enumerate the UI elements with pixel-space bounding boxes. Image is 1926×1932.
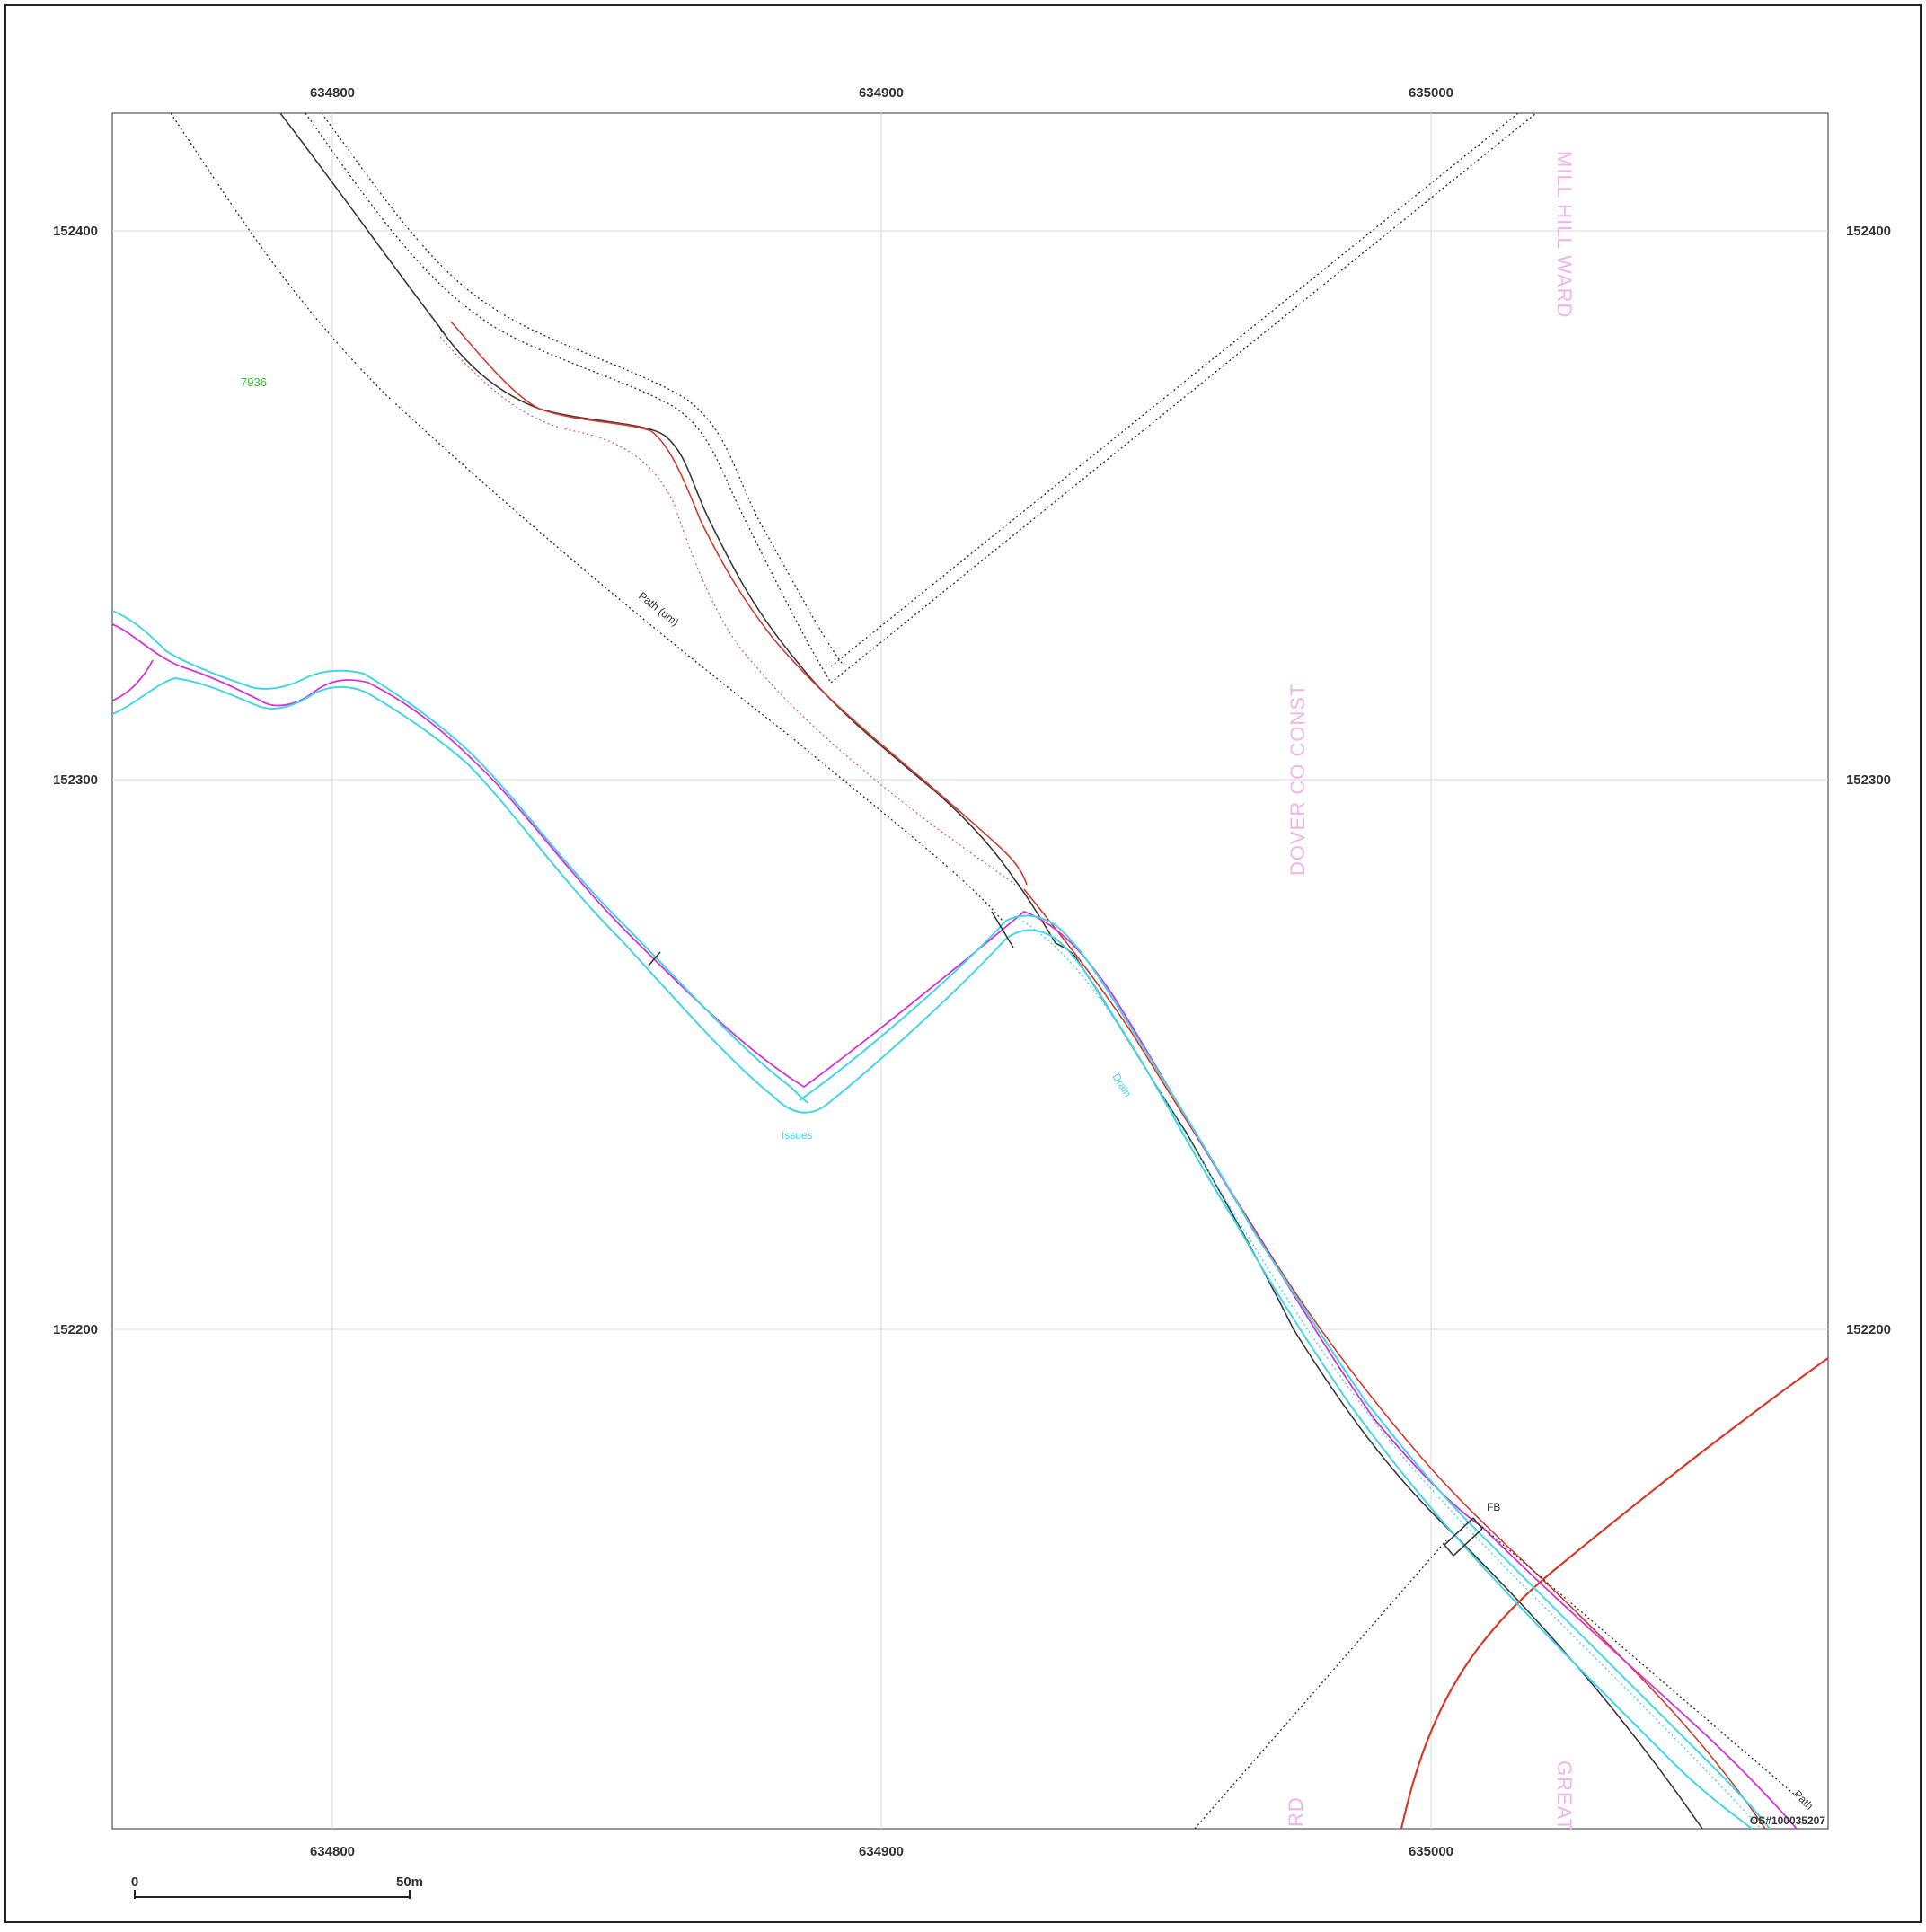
magenta-boundary-west (112, 659, 154, 701)
scale-bar-start-label: 0 (131, 1875, 138, 1890)
coordinate-labels: 634800 634900 635000 634800 634900 63500… (53, 85, 1891, 1859)
sluice-marker (991, 911, 1014, 948)
parcel-number: 7936 (241, 375, 267, 389)
easting-label-bottom: 634800 (310, 1844, 355, 1859)
northing-label-right: 152200 (1846, 1322, 1891, 1337)
drain-centre-cyan-dotted (1014, 915, 1762, 1829)
easting-label-top: 634800 (310, 85, 355, 101)
dotted-boundary-ne-1 (830, 113, 1519, 667)
dotted-lane-east (321, 113, 845, 667)
footbridge-edge (1444, 1517, 1474, 1546)
northing-label-left: 152200 (53, 1322, 98, 1337)
dotted-boundary-ne-2 (830, 113, 1537, 684)
ward-label-great: GREAT (1553, 1760, 1576, 1831)
map-frame (111, 112, 1829, 1830)
watercourse-bank-tick (439, 327, 443, 333)
ward-label-mill-hill: MILL HILL WARD (1553, 151, 1576, 318)
ward-labels: MILL HILL WARD DOVER CO CONST GREAT RD (1285, 151, 1576, 1831)
northing-label-right: 152400 (1846, 224, 1891, 239)
drain-bank-south-cyan (112, 676, 1753, 1829)
ward-label-dover: DOVER CO CONST (1286, 684, 1309, 876)
dotted-track-east (1481, 1526, 1798, 1797)
drain-bank-north-cyan (112, 610, 809, 1104)
culvert-marker (648, 951, 661, 966)
footbridge-edge (1444, 1544, 1454, 1557)
grid-lines (112, 113, 1828, 1829)
red-boundary-north (450, 321, 1028, 886)
easting-label-top: 635000 (1409, 85, 1453, 101)
easting-label-bottom: 634900 (859, 1844, 904, 1859)
easting-label-top: 634900 (859, 85, 904, 101)
easting-label-bottom: 635000 (1409, 1844, 1453, 1859)
northing-label-left: 152400 (53, 224, 98, 239)
issues-label: Issues (782, 1129, 813, 1142)
northing-label-right: 152300 (1846, 772, 1891, 788)
red-parish-boundary (1400, 1357, 1828, 1829)
drain-bank-mid-cyan (799, 914, 1771, 1829)
scale-bar: 0 50m (131, 1875, 423, 1899)
footbridge-edge (1453, 1528, 1483, 1557)
ward-label-rd: RD (1285, 1796, 1307, 1827)
map-features (112, 113, 1828, 1829)
footbridge-edge (1472, 1517, 1483, 1530)
dotted-track-south (1194, 1539, 1447, 1829)
footbridge (1444, 1517, 1483, 1557)
northing-label-left: 152300 (53, 772, 98, 788)
scale-bar-end-label: 50m (396, 1875, 423, 1890)
copyright-notice: OS#100035207 (1750, 1814, 1825, 1827)
footbridge-label: FB (1487, 1501, 1500, 1513)
footpath-um-line (170, 113, 1007, 926)
red-dotted-bank (439, 336, 1016, 886)
